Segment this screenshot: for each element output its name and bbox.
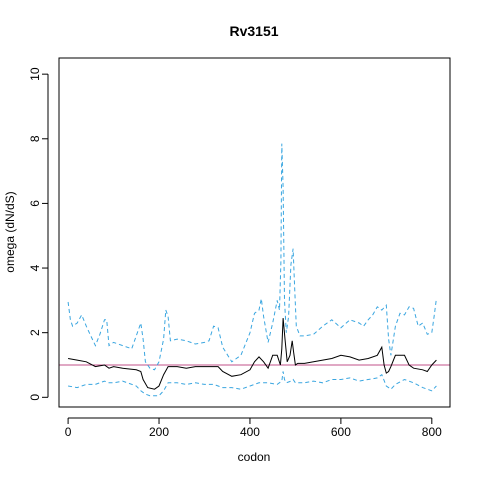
y-axis-label: omega (dN/dS) — [3, 191, 17, 272]
plot-frame — [58, 57, 451, 408]
chart-title: Rv3151 — [229, 23, 278, 39]
y-axis: 0 2 4 6 8 10 — [28, 67, 49, 401]
x-axis: 0 200 400 600 800 — [65, 417, 442, 439]
x-tick-label: 0 — [65, 425, 72, 439]
x-axis-label: codon — [238, 450, 271, 464]
series-line-estimate — [68, 318, 437, 390]
series-line-lower-bound — [68, 371, 437, 397]
series-line-upper-bound — [67, 143, 437, 371]
y-tick-label: 10 — [28, 67, 42, 81]
y-tick-label: 6 — [28, 200, 42, 207]
y-tick-label: 4 — [28, 264, 42, 271]
y-tick-label: 8 — [28, 135, 42, 142]
x-tick-label: 800 — [422, 425, 442, 439]
y-tick-label: 0 — [28, 394, 42, 401]
x-tick-label: 600 — [331, 425, 351, 439]
x-tick-label: 400 — [240, 425, 260, 439]
plot-area — [59, 143, 450, 397]
x-tick-label: 200 — [149, 425, 169, 439]
y-tick-label: 2 — [28, 329, 42, 336]
